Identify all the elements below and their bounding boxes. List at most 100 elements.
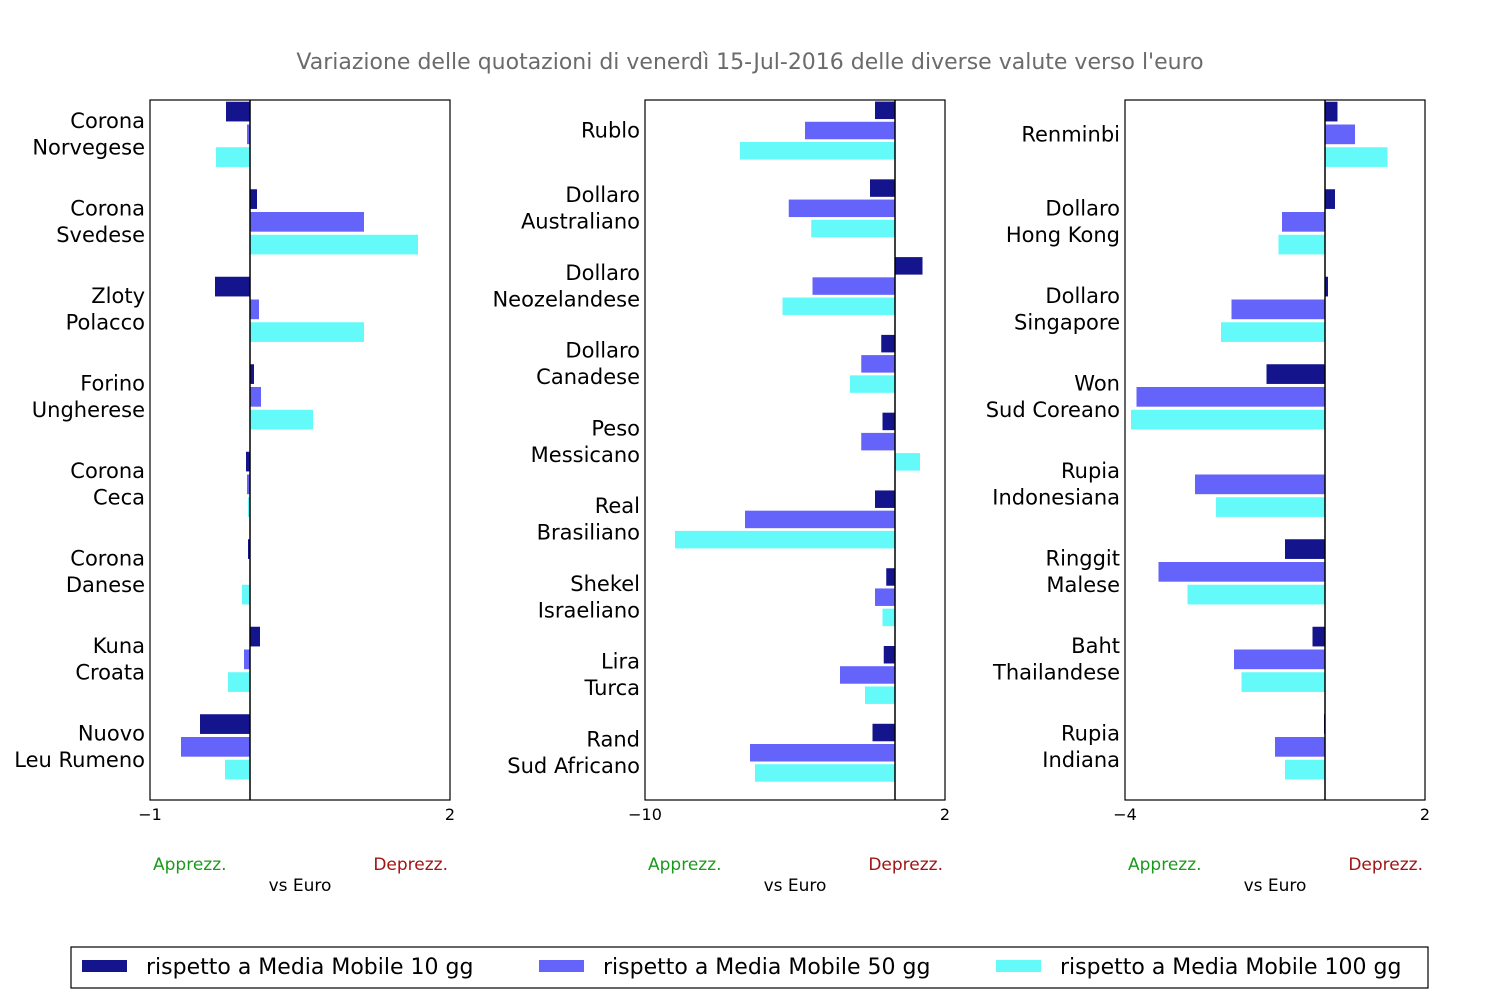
category-label: Renminbi — [1021, 122, 1120, 146]
bar-rispetto-a-media-mobile-50-gg-2 — [1231, 299, 1325, 320]
category-label-line: Israeliano — [538, 598, 640, 622]
category-label-line: Neozelandese — [492, 287, 640, 311]
category-label-line: Won — [1074, 372, 1120, 396]
bar-rispetto-a-media-mobile-10-gg-0 — [226, 101, 250, 122]
bar-rispetto-a-media-mobile-50-gg-7 — [840, 666, 895, 684]
legend-swatch — [996, 960, 1041, 972]
category-label-line: Hong Kong — [1006, 223, 1120, 247]
bar-rispetto-a-media-mobile-50-gg-4 — [1195, 474, 1325, 495]
bar-rispetto-a-media-mobile-50-gg-0 — [1325, 124, 1355, 145]
bar-rispetto-a-media-mobile-10-gg-0 — [875, 101, 895, 120]
legend-swatch — [82, 960, 127, 972]
bar-rispetto-a-media-mobile-10-gg-2 — [215, 276, 250, 297]
category-label-line: Croata — [75, 661, 145, 685]
x-axis-label: vs Euro — [764, 876, 827, 896]
bar-rispetto-a-media-mobile-10-gg-5 — [875, 490, 895, 508]
category-label-line: Dollaro — [565, 339, 640, 363]
category-label-line: Canadese — [536, 365, 640, 389]
category-label: Dollaro Australiano — [521, 183, 640, 234]
apprezz-note: Apprezz. — [1128, 855, 1202, 875]
bar-rispetto-a-media-mobile-50-gg-5 — [745, 510, 895, 529]
category-label-line: Turca — [583, 676, 640, 700]
bar-rispetto-a-media-mobile-100-gg-7 — [1285, 759, 1325, 780]
bar-rispetto-a-media-mobile-100-gg-1 — [1278, 234, 1325, 255]
category-label: Dollaro Neozelandese — [492, 261, 640, 312]
bar-rispetto-a-media-mobile-10-gg-5 — [1285, 539, 1325, 559]
category-label-line: Rand — [586, 728, 640, 752]
category-label-line: Malese — [1046, 573, 1120, 597]
bar-rispetto-a-media-mobile-10-gg-5 — [248, 539, 250, 559]
bar-rispetto-a-media-mobile-50-gg-4 — [861, 432, 895, 451]
category-label-line: Rupia — [1061, 459, 1120, 483]
bar-rispetto-a-media-mobile-100-gg-3 — [850, 375, 895, 393]
bar-rispetto-a-media-mobile-10-gg-6 — [886, 568, 895, 586]
category-label-line: Ringgit — [1046, 547, 1120, 571]
bar-rispetto-a-media-mobile-50-gg-2 — [250, 299, 259, 320]
bar-rispetto-a-media-mobile-50-gg-0 — [805, 121, 895, 140]
bar-rispetto-a-media-mobile-10-gg-8 — [872, 723, 895, 742]
category-label-line: Indiana — [1042, 748, 1120, 772]
category-label-line: Corona — [70, 459, 145, 483]
x-tick-label: 2 — [940, 805, 950, 824]
bar-rispetto-a-media-mobile-100-gg-3 — [1131, 409, 1325, 430]
bar-rispetto-a-media-mobile-50-gg-6 — [875, 588, 895, 606]
category-label-line: Svedese — [56, 223, 145, 247]
bar-rispetto-a-media-mobile-10-gg-1 — [250, 189, 257, 209]
bar-rispetto-a-media-mobile-50-gg-5 — [1158, 562, 1325, 582]
bar-rispetto-a-media-mobile-100-gg-2 — [782, 297, 895, 316]
category-label: Corona Svedese — [56, 197, 145, 248]
bar-rispetto-a-media-mobile-100-gg-3 — [250, 409, 313, 430]
category-label: Corona Danese — [66, 547, 145, 598]
bar-rispetto-a-media-mobile-50-gg-3 — [861, 355, 895, 373]
bar-rispetto-a-media-mobile-100-gg-6 — [882, 608, 895, 627]
bar-rispetto-a-media-mobile-100-gg-4 — [895, 453, 920, 471]
bar-rispetto-a-media-mobile-50-gg-1 — [250, 212, 364, 232]
deprezz-note: Deprezz. — [1348, 855, 1423, 875]
bar-rispetto-a-media-mobile-10-gg-1 — [1325, 189, 1335, 209]
category-label: Kuna Croata — [75, 634, 145, 685]
bar-rispetto-a-media-mobile-100-gg-4 — [248, 497, 250, 517]
bar-rispetto-a-media-mobile-50-gg-3 — [250, 387, 261, 407]
category-label-line: Kuna — [93, 634, 145, 658]
bar-rispetto-a-media-mobile-50-gg-6 — [1234, 649, 1325, 670]
bar-rispetto-a-media-mobile-10-gg-4 — [246, 451, 250, 472]
plot-frame — [644, 99, 946, 801]
category-label-line: Shekel — [570, 572, 640, 596]
legend-label: rispetto a Media Mobile 100 gg — [1060, 955, 1401, 980]
category-label: Rublo — [581, 119, 640, 143]
category-label-line: Dollaro — [1045, 197, 1120, 221]
category-label-line: Renminbi — [1021, 122, 1120, 146]
bar-rispetto-a-media-mobile-10-gg-1 — [870, 179, 895, 197]
bar-rispetto-a-media-mobile-100-gg-0 — [740, 142, 895, 160]
bar-rispetto-a-media-mobile-10-gg-6 — [1312, 626, 1325, 647]
category-label-line: Dollaro — [565, 183, 640, 207]
category-label-line: Corona — [70, 197, 145, 221]
bar-rispetto-a-media-mobile-100-gg-8 — [755, 764, 895, 782]
chart-title: Variazione delle quotazioni di venerdì 1… — [296, 50, 1203, 75]
category-label-line: Zloty — [91, 284, 145, 308]
plot-frame — [1124, 99, 1426, 801]
deprezz-note: Deprezz. — [373, 855, 448, 875]
category-label-line: Ungherese — [32, 398, 145, 422]
category-label-line: Forino — [80, 372, 145, 396]
bar-rispetto-a-media-mobile-50-gg-7 — [1275, 737, 1325, 757]
bar-rispetto-a-media-mobile-100-gg-2 — [250, 322, 364, 342]
legend: rispetto a Media Mobile 10 gg rispetto a … — [70, 946, 1429, 989]
category-label: Dollaro Canadese — [536, 339, 640, 390]
apprezz-note: Apprezz. — [648, 855, 722, 875]
category-label: Dollaro Singapore — [1014, 284, 1120, 335]
category-label-line: Polacco — [66, 311, 145, 335]
bar-rispetto-a-media-mobile-10-gg-7 — [883, 646, 895, 664]
bar-rispetto-a-media-mobile-50-gg-1 — [1282, 212, 1325, 232]
bar-rispetto-a-media-mobile-50-gg-8 — [750, 744, 895, 762]
bar-rispetto-a-media-mobile-100-gg-6 — [1241, 672, 1325, 692]
category-label-line: Sud Africano — [507, 754, 640, 778]
x-axis-label: vs Euro — [1244, 876, 1307, 896]
category-label-line: Ceca — [93, 486, 145, 510]
legend-label: rispetto a Media Mobile 50 gg — [603, 955, 930, 980]
category-label-line: Brasiliano — [537, 521, 640, 545]
category-label-line: Corona — [70, 109, 145, 133]
bar-rispetto-a-media-mobile-100-gg-1 — [811, 219, 895, 238]
category-label: Ringgit Malese — [1046, 547, 1120, 598]
